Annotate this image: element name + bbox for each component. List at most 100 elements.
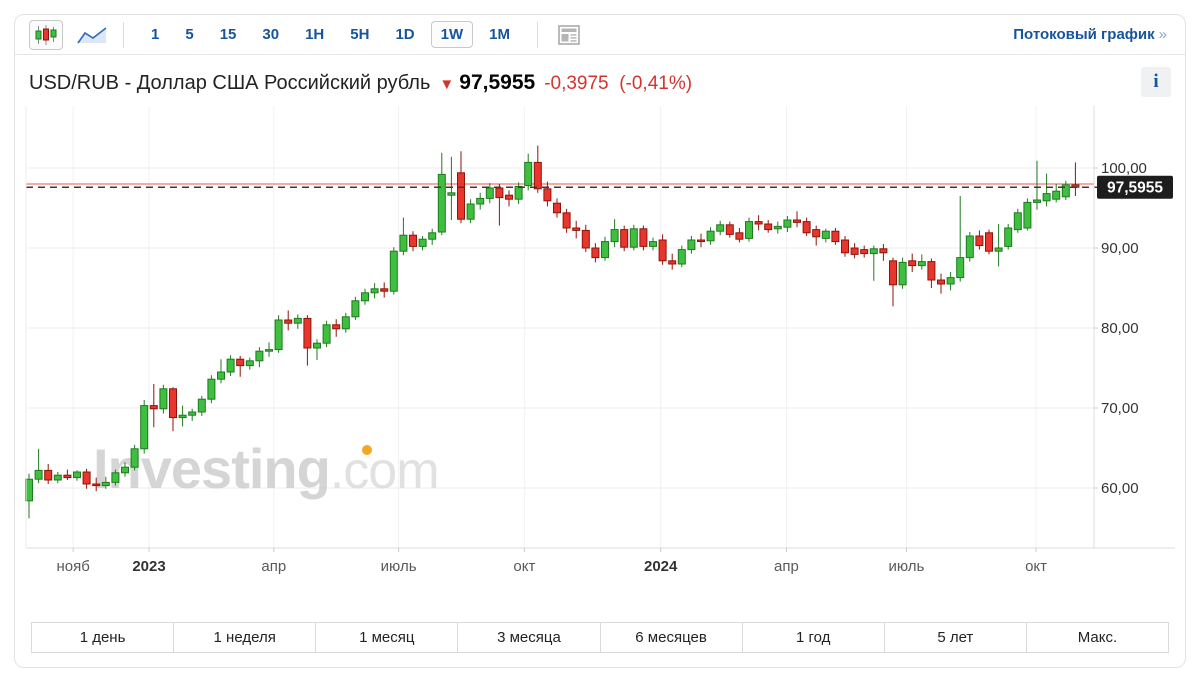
candle-body [380, 288, 389, 292]
candle-body [245, 360, 254, 367]
candle-body [63, 474, 72, 479]
candle-body [409, 234, 417, 247]
timeframe-group: 1 5 15 30 1H 5H 1D 1W 1M [138, 21, 523, 48]
timeframe-button-1w[interactable]: 1W [430, 21, 474, 48]
range-button-1-месяц[interactable]: 1 месяц [315, 622, 459, 653]
candle-body [956, 257, 965, 279]
candle-body [25, 478, 33, 502]
info-button[interactable]: i [1141, 67, 1171, 97]
candle-body [34, 469, 43, 480]
candle-body [1023, 201, 1032, 229]
candle-body [121, 466, 129, 474]
candle-body [447, 192, 456, 196]
candle-body [917, 261, 926, 267]
range-button-макс.[interactable]: Макс. [1025, 622, 1169, 653]
candle-body [140, 405, 149, 450]
area-chart-button[interactable] [75, 20, 109, 50]
candle-body [620, 229, 629, 248]
candle-body [543, 188, 552, 202]
candle-body [985, 232, 993, 252]
timeframe-button-30[interactable]: 30 [252, 21, 289, 48]
candle-body [668, 260, 677, 265]
candle-body [418, 238, 427, 247]
watermark-logo-dot [362, 445, 372, 455]
x-axis-label: апр [261, 558, 286, 575]
range-button-1-день[interactable]: 1 день [31, 622, 175, 653]
candle-body [274, 319, 283, 351]
candle-body [322, 324, 331, 344]
y-axis-label: 100,00 [1101, 160, 1147, 177]
candle-body [735, 232, 744, 240]
last-price: 97,5955 [459, 71, 536, 94]
timeframe-button-1[interactable]: 1 [141, 21, 169, 48]
candle-body [946, 277, 955, 285]
timeframe-button-15[interactable]: 15 [210, 21, 247, 48]
change-percent: (-0,41%) [619, 73, 693, 94]
candle-body [658, 239, 667, 262]
range-button-bar: 1 день 1 неделя 1 месяц 3 месяца 6 месяцев 1 … [31, 622, 1169, 653]
candle-body [908, 260, 917, 267]
candle-body [207, 378, 216, 400]
candle-body [793, 219, 801, 223]
candle-body [965, 235, 974, 259]
candle-body [313, 342, 321, 349]
candle-body [389, 250, 398, 292]
range-button-6-месяцев[interactable]: 6 месяцев [599, 622, 743, 653]
range-button-1-неделя[interactable]: 1 неделя [173, 622, 317, 653]
candle-body [44, 469, 53, 481]
candle-body [1042, 193, 1051, 202]
candle-body [370, 288, 379, 294]
x-axis-label: 2023 [132, 558, 165, 575]
candle-body [293, 317, 302, 324]
candle-body [1013, 212, 1022, 231]
candlestick-chart-icon [35, 24, 57, 45]
candle-body [562, 212, 571, 229]
candle-body [457, 172, 465, 220]
candle-body [898, 261, 907, 286]
candle-body [553, 202, 561, 214]
x-axis-label: апр [774, 558, 799, 575]
candle-body [889, 260, 897, 286]
timeframe-button-5[interactable]: 5 [175, 21, 203, 48]
current-price-badge [1097, 175, 1173, 199]
candle-body [687, 239, 696, 251]
timeframe-button-1d[interactable]: 1D [385, 21, 424, 48]
candle-body [677, 249, 686, 265]
candle-body [533, 161, 542, 190]
candle-body [73, 471, 81, 479]
candle-body [485, 187, 494, 199]
news-panel-button[interactable] [552, 20, 586, 50]
candle-body [581, 229, 590, 249]
chart-area[interactable]: Investing.com 100,00 90,00 80,00 70,00 60,00 н… [15, 106, 1186, 598]
range-button-3-месяца[interactable]: 3 месяца [457, 622, 601, 653]
candlestick-chart-button[interactable] [29, 19, 63, 50]
timeframe-button-1m[interactable]: 1M [479, 21, 520, 48]
candle-body [831, 230, 840, 243]
chart-toolbar: 1 5 15 30 1H 5H 1D 1W 1M Потоковый график» [15, 15, 1185, 55]
range-button-1-год[interactable]: 1 год [741, 622, 885, 653]
candle-body [850, 247, 859, 255]
toolbar-divider [536, 21, 538, 48]
price-change: -0,3975 (-0,41%) [544, 73, 692, 94]
candlestick-chart[interactable]: Investing.com 100,00 90,00 80,00 70,00 60,00 н… [15, 106, 1186, 598]
candle-body [860, 249, 869, 255]
timeframe-button-5h[interactable]: 5H [340, 21, 379, 48]
candle-body [927, 261, 936, 281]
candle-body [591, 247, 600, 259]
x-axis-label: 2024 [644, 558, 678, 575]
streaming-chart-link-label: Потоковый график [1013, 26, 1155, 43]
range-button-5-лет[interactable]: 5 лет [883, 622, 1027, 653]
timeframe-button-1h[interactable]: 1H [295, 21, 334, 48]
candle-body [745, 221, 753, 239]
candle-body [159, 388, 168, 410]
candle-body [764, 223, 773, 231]
candle-body [428, 232, 437, 240]
y-axis-label: 90,00 [1101, 240, 1139, 257]
candle-body [1061, 184, 1070, 198]
streaming-chart-link[interactable]: Потоковый график» [1013, 26, 1167, 43]
candle-body [149, 405, 158, 410]
candle-body [937, 279, 945, 285]
candle-body [82, 471, 91, 485]
candle-body [572, 227, 581, 231]
candle-body [716, 224, 725, 232]
